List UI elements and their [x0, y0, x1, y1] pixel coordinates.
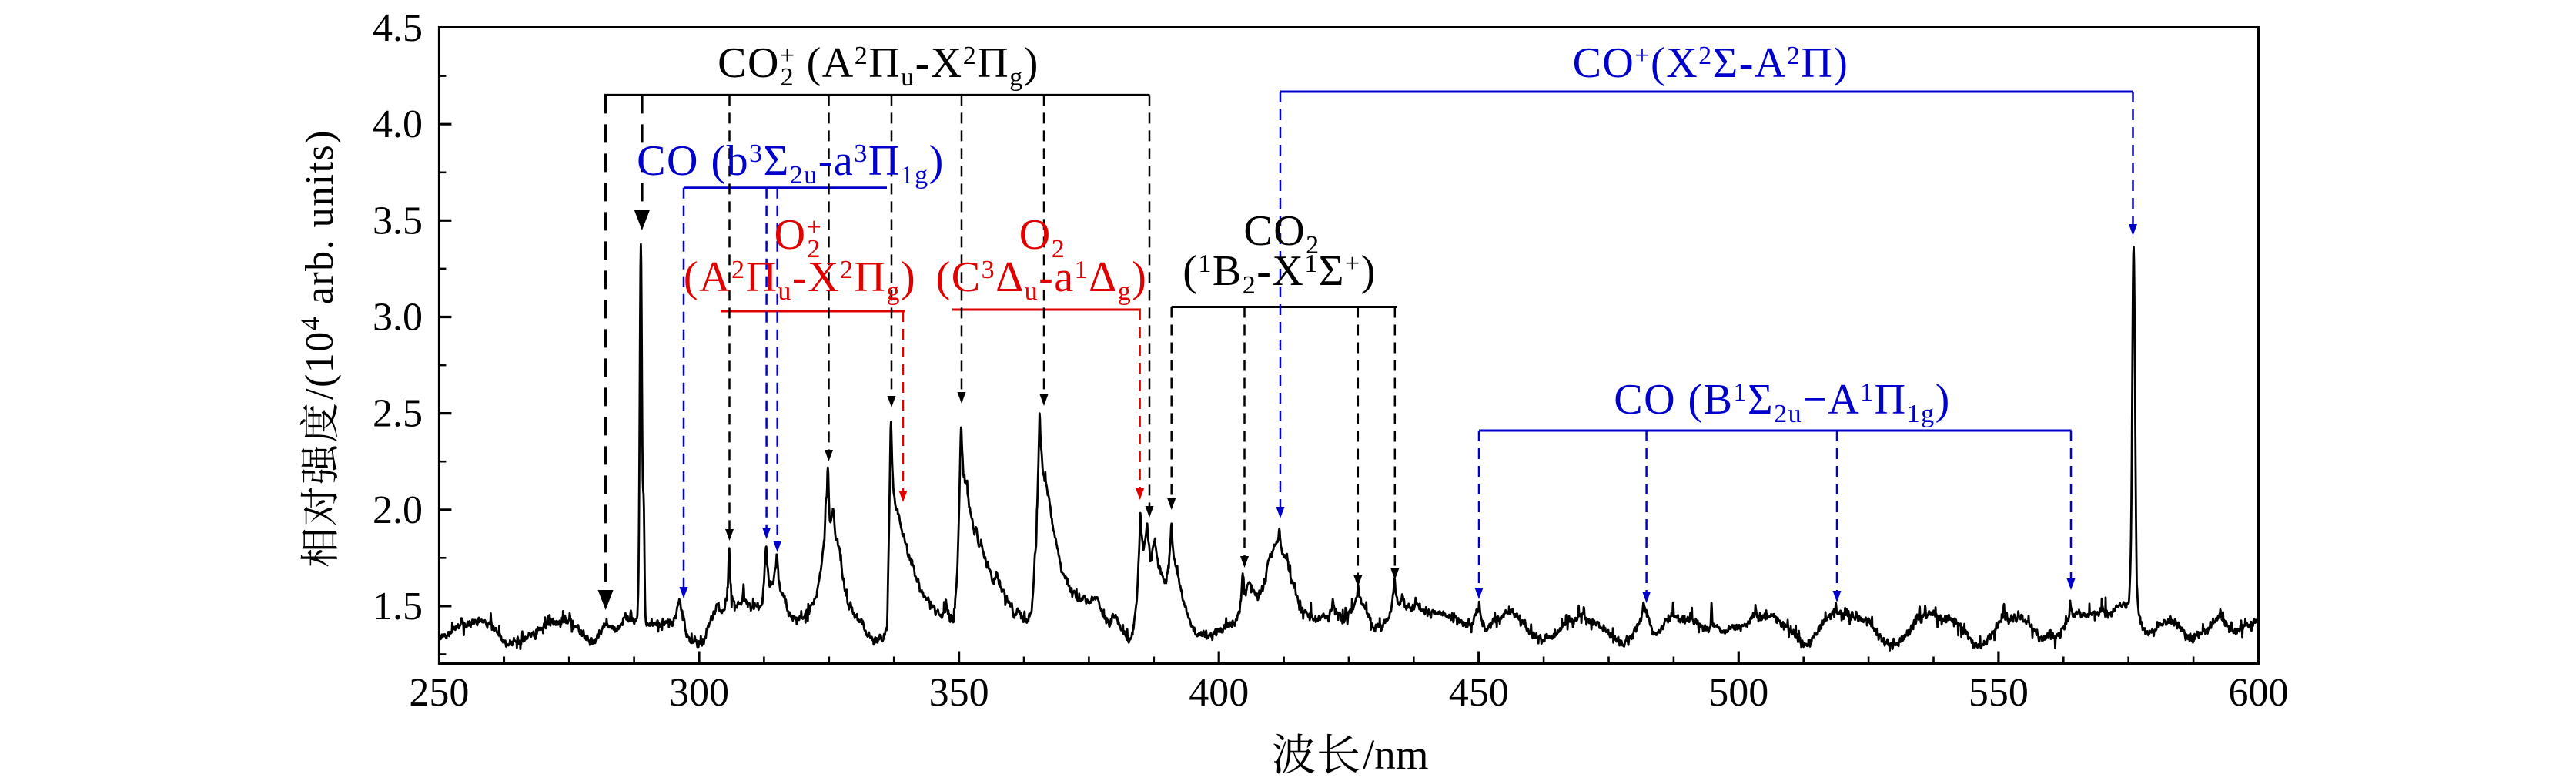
svg-text:CO2: CO2	[1243, 207, 1320, 260]
svg-text:CO+(X2Σ-A2Π): CO+(X2Σ-A2Π)	[1573, 39, 1849, 87]
svg-text:/(104 arb. units): /(104 arb. units)	[295, 129, 342, 400]
svg-text:1.5: 1.5	[373, 585, 423, 628]
svg-text:CO+2 (A2Πu-X2Πg): CO+ 2 (A2Πu-X2Πg)	[718, 39, 1039, 92]
svg-text:600: 600	[2229, 671, 2289, 715]
svg-text:4.0: 4.0	[373, 102, 423, 146]
svg-text:/nm: /nm	[1363, 731, 1429, 778]
svg-text:(C3Δu-a1Δg): (C3Δu-a1Δg)	[936, 253, 1148, 306]
svg-text:CO (B1Σ2u−A1Π1g): CO (B1Σ2u−A1Π1g)	[1614, 376, 1951, 428]
svg-text:O2: O2	[1019, 211, 1066, 263]
svg-text:350: 350	[929, 671, 989, 715]
svg-text:450: 450	[1449, 671, 1509, 715]
svg-text:3.5: 3.5	[373, 199, 423, 243]
svg-text:550: 550	[1969, 671, 2029, 715]
svg-text:CO (b3Σ2u-a3Π1g): CO (b3Σ2u-a3Π1g)	[637, 137, 945, 189]
svg-text:(A2Πu-X2Πg): (A2Πu-X2Πg)	[684, 253, 916, 306]
svg-text:(1B2-X1Σ+): (1B2-X1Σ+)	[1183, 247, 1377, 300]
svg-text:2.0: 2.0	[373, 488, 423, 532]
svg-text:O+2: O+ 2	[774, 211, 823, 263]
svg-text:2.5: 2.5	[373, 392, 423, 436]
svg-text:250: 250	[409, 671, 469, 715]
svg-text:4.5: 4.5	[373, 6, 423, 50]
svg-text:300: 300	[669, 671, 729, 715]
svg-text:3.0: 3.0	[373, 296, 423, 340]
svg-text:400: 400	[1189, 671, 1249, 715]
svg-text:500: 500	[1708, 671, 1768, 715]
